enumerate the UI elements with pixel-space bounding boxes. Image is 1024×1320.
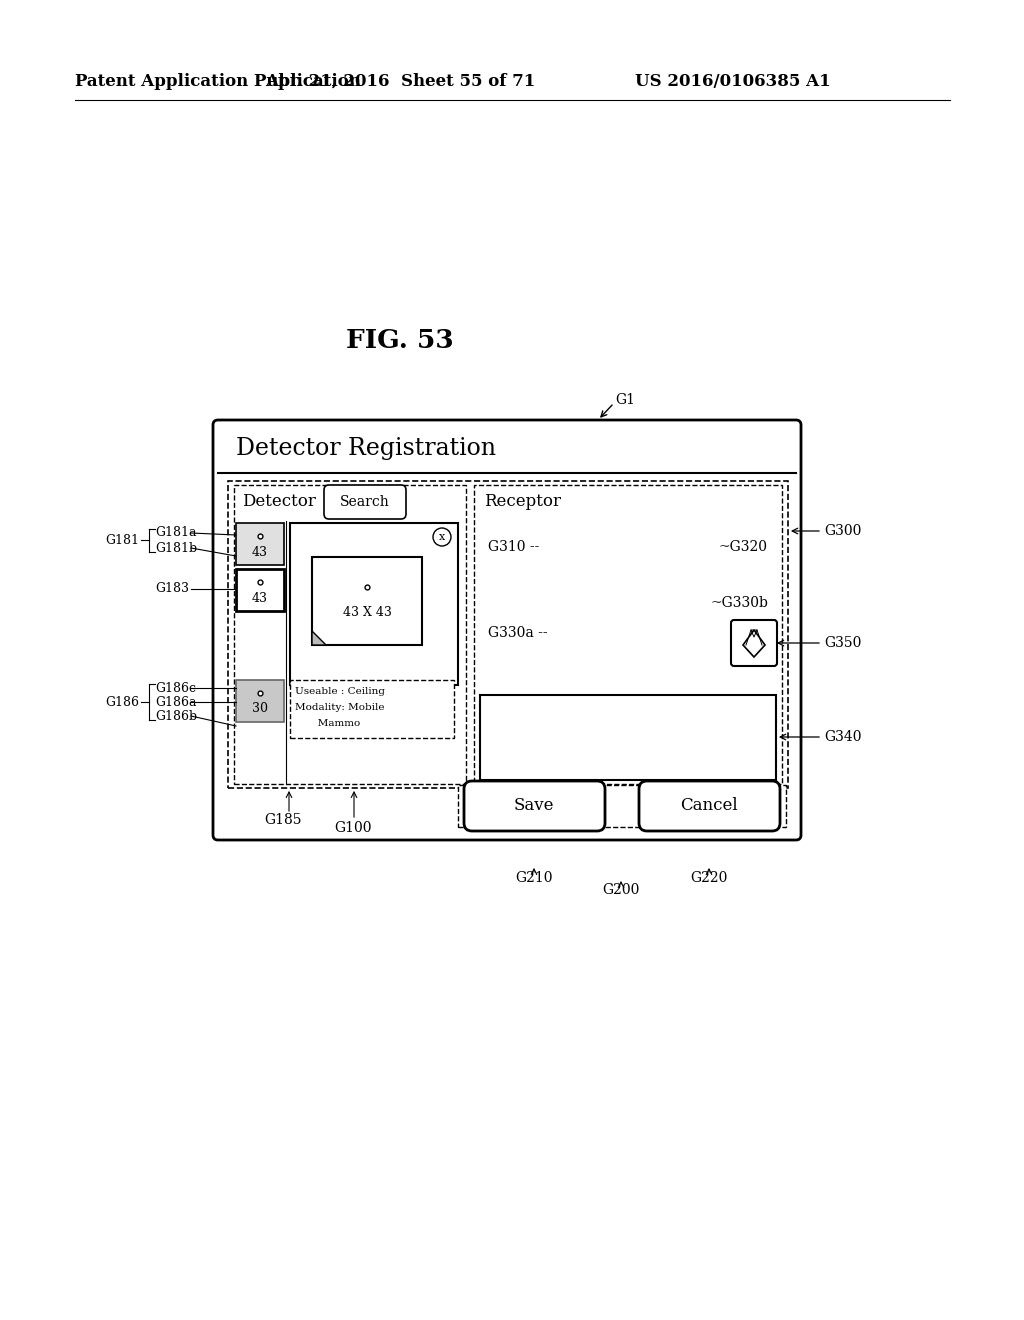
Text: G181b: G181b [155, 541, 198, 554]
Text: G210: G210 [515, 871, 553, 884]
Text: G310 --: G310 -- [488, 540, 540, 554]
FancyBboxPatch shape [324, 484, 406, 519]
Text: 43: 43 [252, 591, 268, 605]
Text: US 2016/0106385 A1: US 2016/0106385 A1 [635, 74, 830, 91]
FancyBboxPatch shape [639, 781, 780, 832]
Text: G185: G185 [264, 813, 301, 828]
Text: G220: G220 [690, 871, 728, 884]
Text: Mammo: Mammo [295, 719, 360, 729]
Text: G200: G200 [602, 883, 640, 898]
Text: G186c: G186c [155, 681, 196, 694]
Text: FIG. 53: FIG. 53 [346, 327, 454, 352]
FancyBboxPatch shape [236, 569, 284, 611]
FancyBboxPatch shape [312, 557, 422, 645]
FancyBboxPatch shape [228, 480, 788, 788]
Text: G186b: G186b [155, 710, 198, 722]
Text: x: x [439, 532, 445, 543]
Text: G181a: G181a [155, 527, 197, 540]
Text: G186: G186 [105, 696, 139, 709]
Polygon shape [743, 630, 765, 657]
Text: 43: 43 [252, 545, 268, 558]
Text: G1: G1 [615, 393, 635, 407]
Polygon shape [312, 631, 326, 645]
FancyBboxPatch shape [236, 680, 284, 722]
Text: ~G320: ~G320 [719, 540, 768, 554]
Text: G181: G181 [105, 533, 139, 546]
Text: G300: G300 [824, 524, 861, 539]
FancyBboxPatch shape [464, 781, 605, 832]
FancyBboxPatch shape [290, 680, 454, 738]
Text: ~G330b: ~G330b [710, 597, 768, 610]
Text: Apr. 21, 2016  Sheet 55 of 71: Apr. 21, 2016 Sheet 55 of 71 [265, 74, 536, 91]
FancyBboxPatch shape [213, 420, 801, 840]
Text: G183: G183 [155, 582, 189, 595]
Text: G330a --: G330a -- [488, 626, 548, 640]
Text: G340: G340 [824, 730, 861, 744]
Text: Receptor: Receptor [484, 494, 561, 511]
FancyBboxPatch shape [458, 785, 786, 828]
FancyBboxPatch shape [236, 523, 284, 565]
Text: G186a: G186a [155, 696, 197, 709]
FancyBboxPatch shape [731, 620, 777, 667]
Text: Useable : Ceiling: Useable : Ceiling [295, 688, 385, 697]
Text: G100: G100 [334, 821, 372, 836]
Text: G350: G350 [824, 636, 861, 649]
Text: 43 X 43: 43 X 43 [343, 606, 391, 619]
Text: Save: Save [514, 797, 554, 814]
Text: Patent Application Publication: Patent Application Publication [75, 74, 360, 91]
FancyBboxPatch shape [290, 523, 458, 685]
FancyBboxPatch shape [474, 484, 782, 784]
Text: Modality: Mobile: Modality: Mobile [295, 704, 384, 713]
Text: Search: Search [340, 495, 390, 510]
FancyBboxPatch shape [480, 696, 776, 780]
Text: 30: 30 [252, 702, 268, 715]
FancyBboxPatch shape [234, 484, 466, 784]
Text: Detector: Detector [242, 494, 315, 511]
Text: Cancel: Cancel [680, 797, 738, 814]
Text: Detector Registration: Detector Registration [236, 437, 496, 461]
